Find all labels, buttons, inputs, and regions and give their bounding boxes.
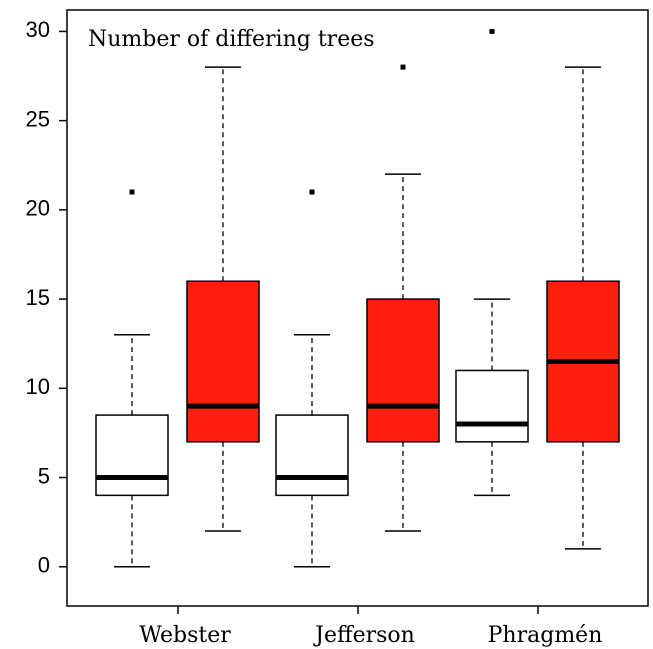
box bbox=[95, 414, 169, 497]
outlier bbox=[309, 189, 315, 195]
x-tick-label: Webster bbox=[139, 623, 231, 648]
box bbox=[275, 414, 349, 497]
box bbox=[186, 280, 260, 443]
y-tick-label: 15 bbox=[26, 285, 50, 310]
y-tick-label: 10 bbox=[26, 374, 50, 399]
outlier bbox=[400, 64, 406, 70]
outlier bbox=[129, 189, 135, 195]
y-tick-label: 5 bbox=[38, 463, 50, 488]
x-tick-label: Jefferson bbox=[313, 623, 415, 648]
box bbox=[455, 369, 529, 443]
x-tick-label: Phragmén bbox=[488, 623, 603, 648]
box bbox=[366, 298, 440, 443]
y-tick-label: 20 bbox=[26, 196, 50, 221]
annotation: Number of differing trees bbox=[88, 27, 375, 52]
y-tick-label: 25 bbox=[26, 106, 50, 131]
y-tick-label: 0 bbox=[38, 553, 50, 578]
y-tick-label: 30 bbox=[26, 17, 50, 42]
outlier bbox=[489, 28, 495, 34]
